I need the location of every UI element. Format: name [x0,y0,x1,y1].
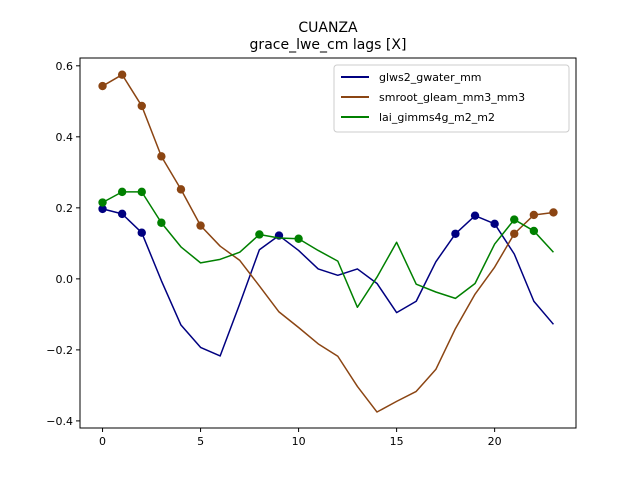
series-line [102,191,555,309]
data-point [137,187,146,197]
data-point [117,70,127,79]
x-tick-label: 20 [488,435,502,448]
data-point [137,228,146,237]
x-tick-label: 0 [99,435,106,448]
data-point [451,229,460,238]
data-point [98,198,107,207]
data-point [117,209,127,219]
legend-item: smroot_gleam_mm3_mm3 [341,91,525,104]
y-tick-label: 0.0 [56,273,74,286]
series-layer [98,70,558,413]
x-tick-label: 5 [197,435,204,448]
legend-label: glws2_gwater_mm [379,71,482,84]
data-point [176,185,186,194]
data-point [157,218,166,227]
data-point [98,81,107,91]
plot-frame [79,57,577,429]
data-point [529,210,539,220]
y-axis: −0.4 −0.2 0.0 0.2 0.4 0.6 [46,60,80,428]
data-point [196,221,205,230]
legend-label: smroot_gleam_mm3_mm3 [379,91,525,104]
y-tick-label: 0.4 [56,131,74,144]
data-point [549,208,558,217]
x-tick-label: 10 [292,435,306,448]
y-tick-label: −0.2 [46,344,73,357]
chart-title: CUANZA [298,20,358,36]
legend-label: lai_gimms4g_m2_m2 [379,111,495,124]
data-point [510,215,519,224]
data-point [470,211,480,220]
data-point [510,229,519,238]
legend: glws2_gwater_mm smroot_gleam_mm3_mm3 lai_g… [333,64,570,133]
series-lai_gimms4g_m2_m2 [98,187,555,309]
y-tick-label: 0.6 [56,60,74,73]
data-point [157,152,166,161]
chart-subtitle: grace_lwe_cm lags [X] [250,37,407,53]
series-line [102,73,554,413]
legend-box [333,64,570,133]
data-point [294,234,303,243]
y-tick-label: −0.4 [46,415,73,428]
data-point [98,204,107,214]
data-point [117,187,127,197]
data-point [137,101,146,111]
x-axis: 0 5 10 15 20 [99,428,502,448]
data-point [255,230,264,239]
data-point [529,226,539,236]
legend-item: lai_gimms4g_m2_m2 [341,111,495,124]
y-tick-label: 0.2 [56,202,74,215]
series-smroot_gleam_mm3_mm3 [98,70,558,413]
legend-item: glws2_gwater_mm [341,71,482,84]
data-point [490,219,499,229]
x-tick-label: 15 [390,435,404,448]
